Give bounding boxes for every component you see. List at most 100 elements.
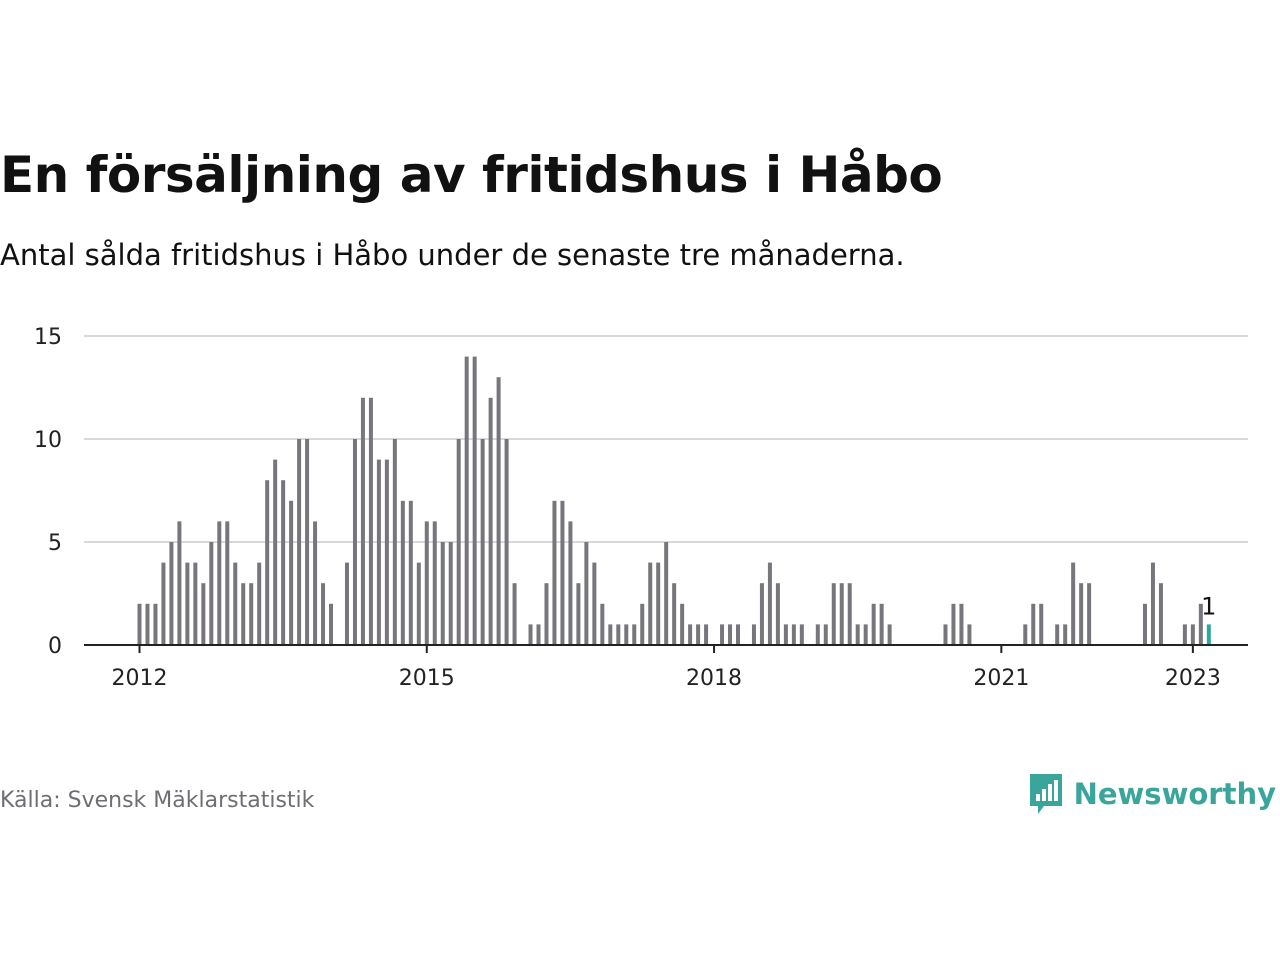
bar [688,624,693,645]
newsworthy-logo-icon [1029,774,1062,814]
bar [791,624,796,645]
bar [217,521,222,645]
bar [879,603,884,645]
y-tick-label: 10 [34,428,62,453]
bar [145,603,150,645]
bar [368,397,373,645]
bar [767,562,772,645]
brand-name: Newsworthy [1073,777,1276,811]
bar [488,397,493,645]
bar [305,439,310,645]
bar [799,624,804,645]
bar [1071,562,1076,645]
bar [871,603,876,645]
bar [257,562,262,645]
bar [281,480,286,645]
bar [592,562,597,645]
bar [600,603,605,645]
bar [736,624,740,645]
bar [847,583,852,645]
bar [1206,624,1211,645]
x-tick-label: 2021 [973,666,1029,691]
bar [1182,624,1187,645]
bar [201,583,206,645]
bar [448,542,453,645]
bar [815,624,820,645]
bar [241,583,246,645]
bar [544,583,549,645]
x-tick-label: 2023 [1165,666,1221,691]
bar [265,480,270,645]
y-tick-label: 0 [48,634,62,659]
bar [496,377,501,645]
x-tick-label: 2015 [399,666,455,691]
bar [664,542,669,645]
bar [177,521,182,645]
y-tick-label: 5 [48,531,62,556]
x-tick-label: 2012 [112,666,168,691]
bar [863,624,868,645]
bar [959,603,964,645]
bar [624,624,629,645]
bar [751,624,756,645]
bar [584,542,589,645]
bar [464,356,469,645]
bar [360,397,365,645]
bar [608,624,613,645]
bar [512,583,517,645]
bar [775,583,780,645]
bar [313,521,318,645]
bar [440,542,445,645]
bar [329,603,334,645]
bar [352,439,357,645]
bar [1055,624,1060,645]
bar [560,500,565,645]
bar [568,521,573,645]
bar [887,624,892,645]
bar [640,603,645,645]
bar [416,562,421,645]
bar [704,624,709,645]
data-label: 1 [1201,592,1216,620]
bar [632,624,637,645]
bar [289,500,294,645]
bar [472,356,477,645]
bar [1158,583,1163,645]
bar [249,583,254,645]
bar [759,583,764,645]
bar [672,583,677,645]
bar [480,439,485,645]
bar [943,624,948,645]
bar [783,624,788,645]
bar [376,459,381,645]
bar [648,562,653,645]
brand-logo[interactable]: Newsworthy [1028,772,1276,816]
bar [297,439,302,645]
bar [1031,603,1036,645]
bar [1039,603,1044,645]
x-tick-label: 2018 [686,666,742,691]
bar [424,521,429,645]
bar [392,439,397,645]
bar [225,521,230,645]
bar [137,603,142,645]
bar [616,624,621,645]
bar [209,542,214,645]
bar [1142,603,1147,645]
chart-title: En försäljning av fritidshus i Håbo [0,146,943,204]
bar [400,500,405,645]
bar [1198,603,1203,645]
bar [967,624,972,645]
bar [456,439,461,645]
bar [153,603,158,645]
source-note: Källa: Svensk Mäklarstatistik [0,788,315,813]
bar [185,562,190,645]
bar [831,583,836,645]
bar [839,583,844,645]
bar [408,500,413,645]
bar [951,603,956,645]
bar [432,521,437,645]
bar [169,542,174,645]
bar [656,562,661,645]
